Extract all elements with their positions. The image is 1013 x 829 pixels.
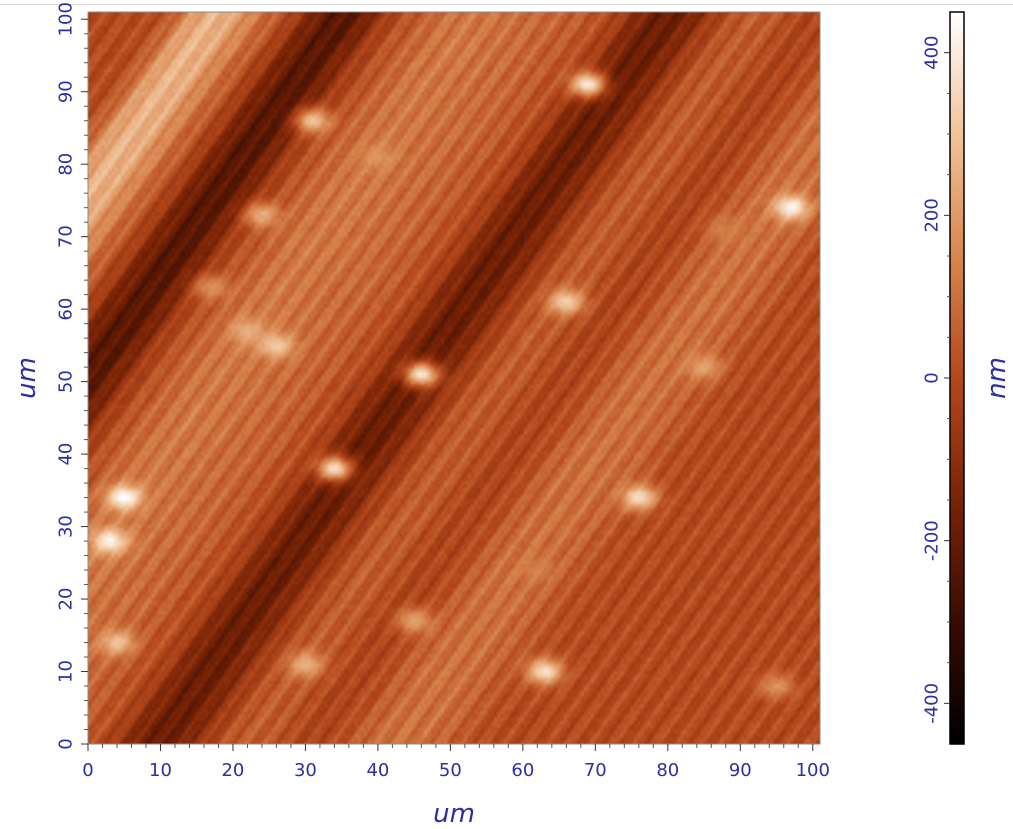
x-tick-label: 0 bbox=[82, 760, 93, 781]
x-tick-label: 50 bbox=[439, 760, 462, 781]
x-tick-label: 30 bbox=[294, 760, 317, 781]
y-axis-title: um bbox=[12, 357, 42, 399]
x-axis-title: um bbox=[433, 799, 475, 829]
colorbar-tick-label: 200 bbox=[922, 198, 943, 232]
x-tick-label: 40 bbox=[366, 760, 389, 781]
colorbar-axis: -400 -200 0 200 400 bbox=[922, 35, 950, 724]
y-tick-label: 20 bbox=[56, 588, 77, 611]
y-tick-label: 80 bbox=[56, 153, 77, 176]
y-tick-label: 90 bbox=[56, 80, 77, 103]
y-tick-label: 10 bbox=[56, 660, 77, 683]
x-tick-label: 10 bbox=[149, 760, 172, 781]
plot-frame bbox=[87, 11, 821, 745]
y-tick-label: 30 bbox=[56, 515, 77, 538]
y-tick-label: 60 bbox=[56, 298, 77, 321]
colorbar-tick-label: 400 bbox=[922, 35, 943, 69]
y-tick-label: 40 bbox=[56, 443, 77, 466]
y-tick-label: 0 bbox=[56, 738, 77, 749]
colorbar-title: nm bbox=[982, 357, 1012, 399]
colorbar-tick-label: -400 bbox=[922, 683, 943, 724]
height-map-raster bbox=[88, 12, 820, 744]
colorbar-tick-label: 0 bbox=[922, 372, 943, 383]
x-tick-label: 80 bbox=[656, 760, 679, 781]
x-tick-label: 100 bbox=[796, 760, 830, 781]
y-tick-label: 100 bbox=[56, 2, 77, 36]
x-tick-label: 20 bbox=[221, 760, 244, 781]
x-axis: 0 10 20 30 40 50 60 70 80 90 100 bbox=[82, 744, 830, 781]
colorbar-gradient bbox=[950, 12, 964, 744]
colorbar-tick-label: -200 bbox=[922, 520, 943, 561]
x-tick-label: 60 bbox=[511, 760, 534, 781]
y-tick-label: 70 bbox=[56, 225, 77, 248]
top-border bbox=[0, 4, 1013, 5]
x-tick-label: 70 bbox=[584, 760, 607, 781]
height-map-image bbox=[87, 11, 821, 745]
y-axis: 0 10 20 30 40 50 60 70 80 90 100 bbox=[56, 2, 88, 750]
x-tick-label: 90 bbox=[729, 760, 752, 781]
colorbar bbox=[949, 11, 965, 745]
y-tick-label: 50 bbox=[56, 370, 77, 393]
